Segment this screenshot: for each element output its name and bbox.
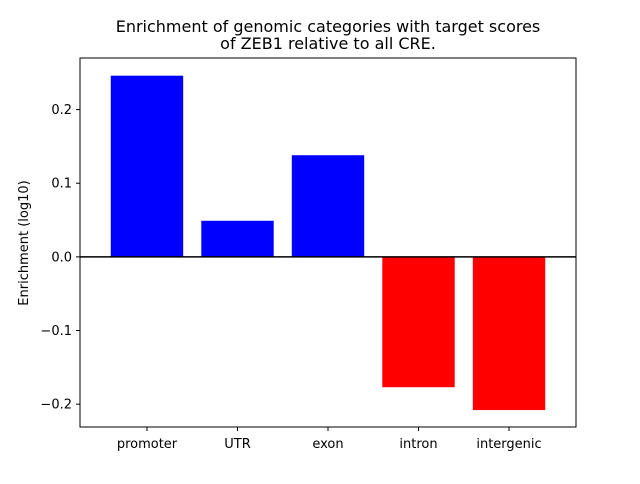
y-tick-label: 0.2: [51, 103, 72, 118]
y-axis-label: Enrichment (log10): [17, 180, 32, 305]
y-tick-label: 0.0: [51, 250, 72, 265]
x-tick-label: exon: [312, 437, 343, 452]
chart-title-line-2: of ZEB1 relative to all CRE.: [220, 34, 436, 53]
x-axis-ticks: promoter UTR exon intron intergenic: [117, 427, 542, 452]
bars-group: [110, 75, 546, 411]
x-tick-label: intergenic: [476, 437, 541, 452]
y-tick-label: 0.1: [51, 177, 72, 192]
y-tick-label: −0.2: [40, 398, 72, 413]
chart-title-line-1: Enrichment of genomic categories with ta…: [116, 17, 541, 36]
bar-intergenic: [472, 256, 546, 411]
x-tick-label: promoter: [117, 437, 178, 452]
bar-promoter: [110, 75, 184, 257]
x-tick-label: UTR: [224, 437, 251, 452]
bar-UTR: [201, 220, 274, 257]
bar-exon: [291, 155, 365, 257]
bar-intron: [382, 256, 455, 388]
y-axis-ticks: −0.2 −0.1 0.0 0.1 0.2: [40, 103, 80, 413]
x-tick-label: intron: [399, 437, 437, 452]
y-tick-label: −0.1: [40, 324, 72, 339]
